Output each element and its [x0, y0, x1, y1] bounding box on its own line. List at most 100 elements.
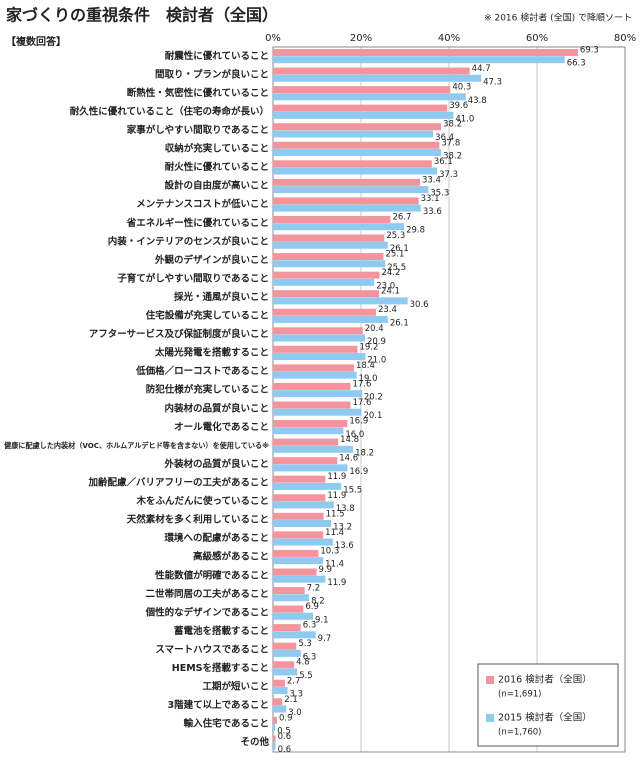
bar: [273, 420, 348, 428]
bar: [273, 686, 288, 694]
value-label: 16.9: [349, 417, 368, 427]
legend-swatch: [486, 714, 494, 722]
category-label: 採光・通風が良いこと: [174, 291, 269, 303]
bar: [273, 49, 578, 56]
bar: [273, 668, 298, 676]
category-label: 輸入住宅であること: [184, 718, 269, 730]
bar: [273, 345, 358, 353]
value-label: 24.2: [381, 268, 400, 278]
bar: [273, 464, 348, 472]
bar: [273, 74, 482, 82]
value-label: 41.0: [455, 114, 474, 124]
value-label: 0.6: [278, 745, 292, 755]
bar: [273, 353, 366, 361]
category-label: 太陽光発電を搭載すること: [155, 347, 269, 359]
legend-sample: (n=1,691): [498, 690, 541, 700]
bar: [273, 679, 285, 687]
value-label: 11.4: [325, 528, 344, 538]
value-label: 35.3: [430, 189, 449, 199]
x-tick-label: 0%: [265, 33, 281, 44]
bar: [273, 549, 319, 557]
category-label: 住宅設備が充実していること: [146, 310, 269, 322]
bar: [273, 104, 448, 112]
category-label: 内装・インテリアのセンスが良いこと: [108, 235, 269, 247]
value-label: 30.6: [410, 300, 429, 310]
category-label: その他: [240, 736, 269, 748]
chart-title: 家づくりの重視条件 検討者（全国）: [6, 6, 278, 25]
bar: [273, 160, 432, 168]
bar: [273, 724, 276, 732]
value-label: 20.2: [364, 393, 383, 403]
value-label: 20.4: [365, 324, 384, 334]
bar: [273, 735, 276, 743]
bar: [273, 445, 354, 453]
value-label: 4.8: [296, 658, 310, 668]
category-label: 子育てがしやすい間取りであること: [117, 272, 269, 284]
category-label: スマートハウスであること: [155, 643, 269, 655]
value-label: 66.3: [567, 59, 586, 69]
category-label: 設計の自由度が高いこと: [164, 180, 269, 192]
bar: [273, 260, 386, 268]
bar: [273, 575, 326, 583]
value-label: 13.8: [336, 504, 355, 514]
category-label: 省エネルギー性に優れていること: [126, 217, 269, 229]
bar: [273, 520, 332, 528]
bar: [273, 742, 276, 750]
bar: [273, 278, 375, 286]
value-label: 0.5: [277, 727, 291, 737]
bar: [273, 111, 454, 119]
bar: [273, 612, 314, 620]
bar: [273, 531, 324, 539]
value-label: 9.7: [318, 634, 332, 644]
value-label: 11.9: [327, 472, 346, 482]
value-label: 43.8: [468, 96, 487, 106]
value-label: 36.4: [435, 133, 454, 143]
value-label: 2.1: [284, 695, 298, 705]
value-label: 14.6: [339, 454, 358, 464]
category-label: 断熱性・気密性に優れていること: [127, 87, 269, 99]
value-label: 3.0: [288, 708, 302, 718]
value-label: 26.1: [390, 244, 409, 254]
x-tick-label: 60%: [526, 33, 548, 44]
bar: [273, 631, 316, 639]
value-label: 6.3: [303, 652, 317, 662]
value-label: 17.6: [352, 398, 371, 408]
value-label: 36.1: [434, 157, 453, 167]
legend-box: [477, 663, 619, 747]
bar: [273, 56, 565, 64]
value-label: 29.8: [406, 226, 425, 236]
category-label: 外装材の品質が良いこと: [163, 458, 269, 470]
sort-note: ※ 2016 検討者 (全国) で降順ソート: [484, 12, 632, 24]
category-label: 低価格／ローコストであること: [135, 365, 269, 377]
legend-label: 2016 検討者（全国）: [498, 674, 592, 686]
bar: [273, 141, 440, 149]
value-label: 23.0: [376, 281, 395, 291]
value-label: 15.5: [343, 485, 362, 495]
bar: [273, 271, 380, 279]
value-label: 9.9: [319, 565, 333, 575]
bar: [273, 438, 339, 446]
value-label: 19.0: [359, 374, 378, 384]
value-label: 11.9: [327, 491, 346, 501]
x-tick-label: 40%: [438, 33, 460, 44]
bar: [273, 482, 342, 490]
category-label: 高級感があること: [193, 551, 269, 563]
value-label: 11.9: [327, 578, 346, 588]
bar: [273, 308, 376, 316]
bar: [273, 624, 301, 632]
category-label: HEMSを搭載すること: [172, 662, 269, 674]
bar: [273, 594, 310, 602]
bar: [273, 642, 297, 650]
bar: [273, 698, 283, 706]
value-label: 25.3: [386, 231, 405, 241]
value-label: 33.4: [422, 175, 441, 185]
bar: [273, 253, 384, 261]
value-label: 18.2: [355, 448, 374, 458]
category-label: アフターサービス及び保証制度が良いこと: [89, 328, 269, 340]
value-label: 7.2: [307, 584, 321, 594]
category-label: 健康に配慮した内装材（VOC、ホルムアルデヒド等を含まない）を使用している※: [4, 441, 269, 450]
bar: [273, 186, 429, 194]
bar: [273, 297, 408, 305]
legend-swatch: [486, 676, 494, 684]
value-label: 69.3: [580, 46, 599, 56]
